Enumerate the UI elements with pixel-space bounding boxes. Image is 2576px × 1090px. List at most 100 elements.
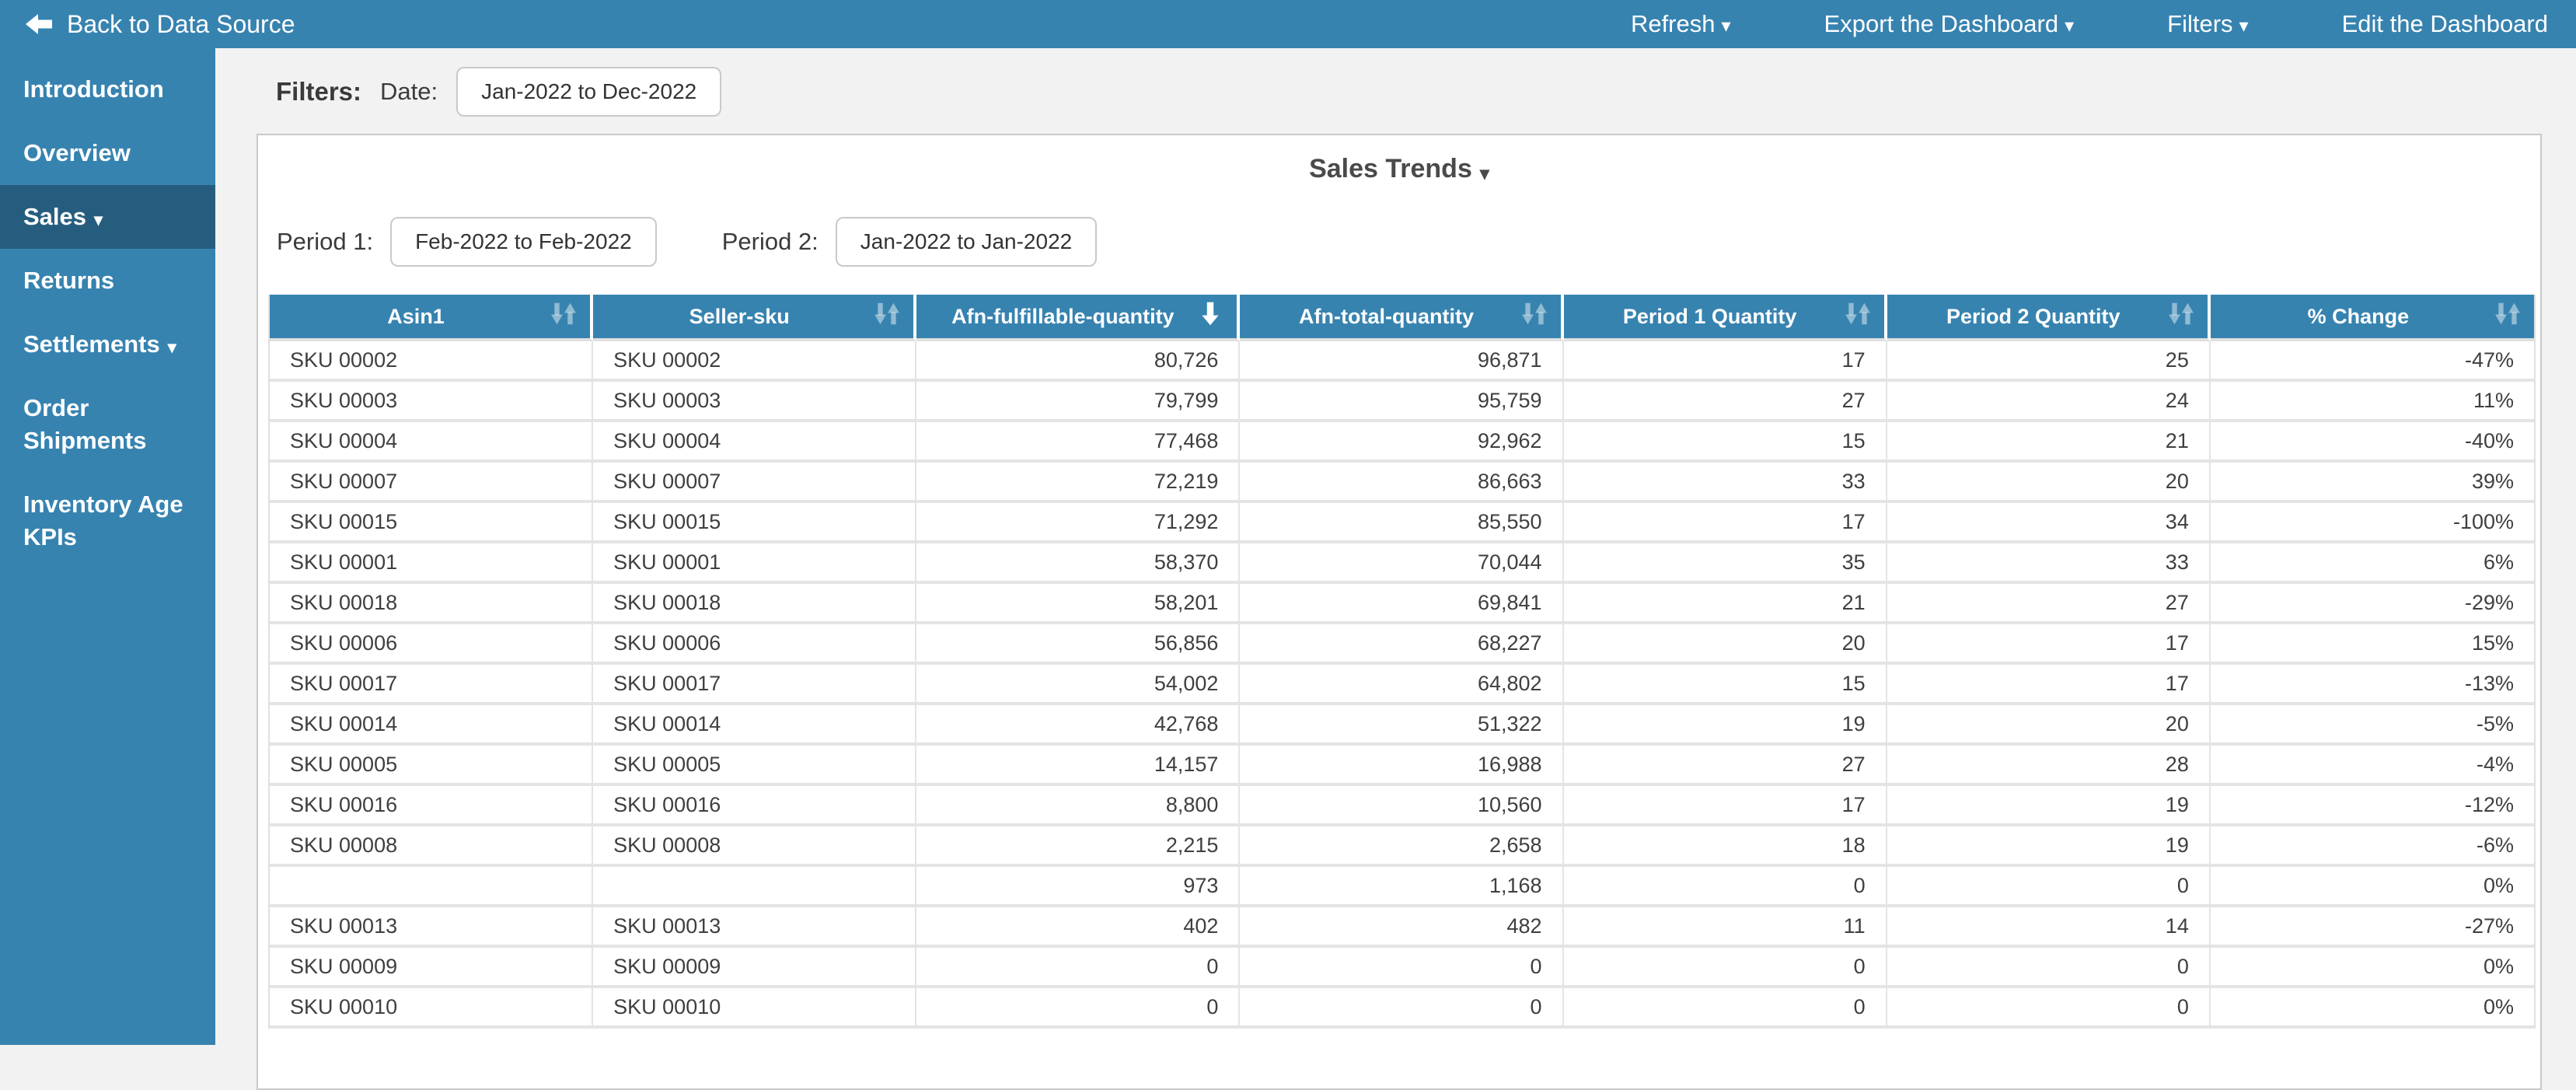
sidebar-item-overview[interactable]: Overview [0,121,215,185]
cell-seller-sku: SKU 00017 [593,665,916,705]
cell-seller-sku: SKU 00016 [593,786,916,826]
card-title-row[interactable]: Sales Trends▾ [258,135,2540,184]
cell-asin1: SKU 00003 [270,382,593,422]
cell-change: 0% [2211,867,2534,907]
caret-down-icon: ▾ [2239,17,2249,36]
column-header-period-2-quantity[interactable]: Period 2 Quantity [1887,295,2211,341]
cell-afn-total-quantity: 64,802 [1240,665,1563,705]
nav-item-edit-the-dashboard[interactable]: Edit the Dashboard [2342,10,2548,38]
cell-period-2-quantity: 28 [1887,746,2211,786]
cell-change: -27% [2211,907,2534,948]
nav-item-export-the-dashboard[interactable]: Export the Dashboard▾ [1824,10,2075,38]
cell-afn-total-quantity: 92,962 [1240,422,1563,463]
cell-afn-total-quantity: 85,550 [1240,503,1563,543]
cell-afn-fulfillable-quantity: 42,768 [916,705,1240,746]
sidebar-item-inventory-age-kpis[interactable]: Inventory Age KPIs [0,473,215,569]
column-header-asin1[interactable]: Asin1 [270,295,593,341]
period-selectors-row: Period 1: Feb-2022 to Feb-2022 Period 2:… [258,184,2540,282]
column-header-label: Afn-fulfillable-quantity [951,305,1174,328]
column-header-seller-sku[interactable]: Seller-sku [593,295,916,341]
period2-label: Period 2: [722,228,819,256]
cell-afn-total-quantity: 16,988 [1240,746,1563,786]
cell-asin1: SKU 00015 [270,503,593,543]
nav-item-refresh[interactable]: Refresh▾ [1631,10,1731,38]
cell-period-1-quantity: 21 [1564,584,1887,624]
cell-afn-fulfillable-quantity: 72,219 [916,463,1240,503]
cell-period-2-quantity: 19 [1887,786,2211,826]
cell-asin1: SKU 00018 [270,584,593,624]
cell-change: -12% [2211,786,2534,826]
cell-seller-sku: SKU 00002 [593,341,916,382]
column-header-afn-total-quantity[interactable]: Afn-total-quantity [1240,295,1563,341]
cell-period-1-quantity: 20 [1564,624,1887,665]
sidebar-item-label: Inventory Age KPIs [23,491,183,550]
sidebar-item-label: Introduction [23,75,164,103]
nav-item-filters[interactable]: Filters ▾ [2167,10,2248,38]
column-header-label: Period 1 Quantity [1623,305,1797,328]
sort-icon [550,300,578,334]
date-range-button[interactable]: Jan-2022 to Dec-2022 [456,67,721,117]
cell-period-1-quantity: 15 [1564,422,1887,463]
nav-item-label: Filters [2167,10,2232,38]
sidebar-item-returns[interactable]: Returns [0,249,215,313]
cell-afn-total-quantity: 86,663 [1240,463,1563,503]
cell-afn-fulfillable-quantity: 8,800 [916,786,1240,826]
cell-asin1: SKU 00006 [270,624,593,665]
cell-afn-fulfillable-quantity: 80,726 [916,341,1240,382]
sidebar-item-sales[interactable]: Sales▾ [0,185,215,249]
back-to-data-source-link[interactable]: Back to Data Source [23,9,295,40]
sort-icon [873,300,901,334]
cell-change: 0% [2211,948,2534,988]
cell-period-1-quantity: 27 [1564,382,1887,422]
cell-asin1 [270,867,593,907]
sidebar-item-settlements[interactable]: Settlements▾ [0,313,215,376]
back-arrow-icon [23,9,54,40]
caret-down-icon: ▾ [94,210,103,229]
cell-afn-fulfillable-quantity: 14,157 [916,746,1240,786]
cell-asin1: SKU 00016 [270,786,593,826]
sidebar-item-label: Order Shipments [23,394,146,454]
cell-period-2-quantity: 14 [1887,907,2211,948]
cell-afn-total-quantity: 96,871 [1240,341,1563,382]
column-header-label: % Change [2308,305,2410,328]
cell-afn-fulfillable-quantity: 71,292 [916,503,1240,543]
sort-icon [2167,300,2195,334]
period2-range-button[interactable]: Jan-2022 to Jan-2022 [836,217,1097,267]
cell-afn-fulfillable-quantity: 0 [916,948,1240,988]
navbar-actions: Refresh▾ Export the Dashboard▾ Filters ▾ Edi… [1631,10,2553,38]
cell-afn-total-quantity: 70,044 [1240,543,1563,584]
cell-afn-total-quantity: 2,658 [1240,826,1563,867]
cell-afn-fulfillable-quantity: 58,201 [916,584,1240,624]
period1-range-button[interactable]: Feb-2022 to Feb-2022 [390,217,657,267]
caret-down-icon: ▾ [168,337,176,357]
cell-change: -100% [2211,503,2534,543]
cell-seller-sku: SKU 00004 [593,422,916,463]
cell-asin1: SKU 00014 [270,705,593,746]
cell-afn-total-quantity: 68,227 [1240,624,1563,665]
sidebar-item-order-shipments[interactable]: Order Shipments [0,376,215,473]
column-header-label: Period 2 Quantity [1946,305,2120,328]
sidebar-item-label: Overview [23,139,131,166]
cell-change: 11% [2211,382,2534,422]
cell-period-1-quantity: 27 [1564,746,1887,786]
sidebar-item-introduction[interactable]: Introduction [0,58,215,121]
column-header-afn-fulfillable-quantity[interactable]: Afn-fulfillable-quantity [916,295,1240,341]
cell-change: 0% [2211,988,2534,1029]
cell-period-2-quantity: 20 [1887,463,2211,503]
cell-afn-fulfillable-quantity: 973 [916,867,1240,907]
column-header-period-1-quantity[interactable]: Period 1 Quantity [1564,295,1887,341]
column-header-label: Seller-sku [689,305,790,328]
cell-change: -47% [2211,341,2534,382]
cell-period-2-quantity: 24 [1887,382,2211,422]
cell-change: -40% [2211,422,2534,463]
column-header-change[interactable]: % Change [2211,295,2534,341]
top-navbar: Back to Data Source Refresh▾ Export the D… [0,0,2576,48]
